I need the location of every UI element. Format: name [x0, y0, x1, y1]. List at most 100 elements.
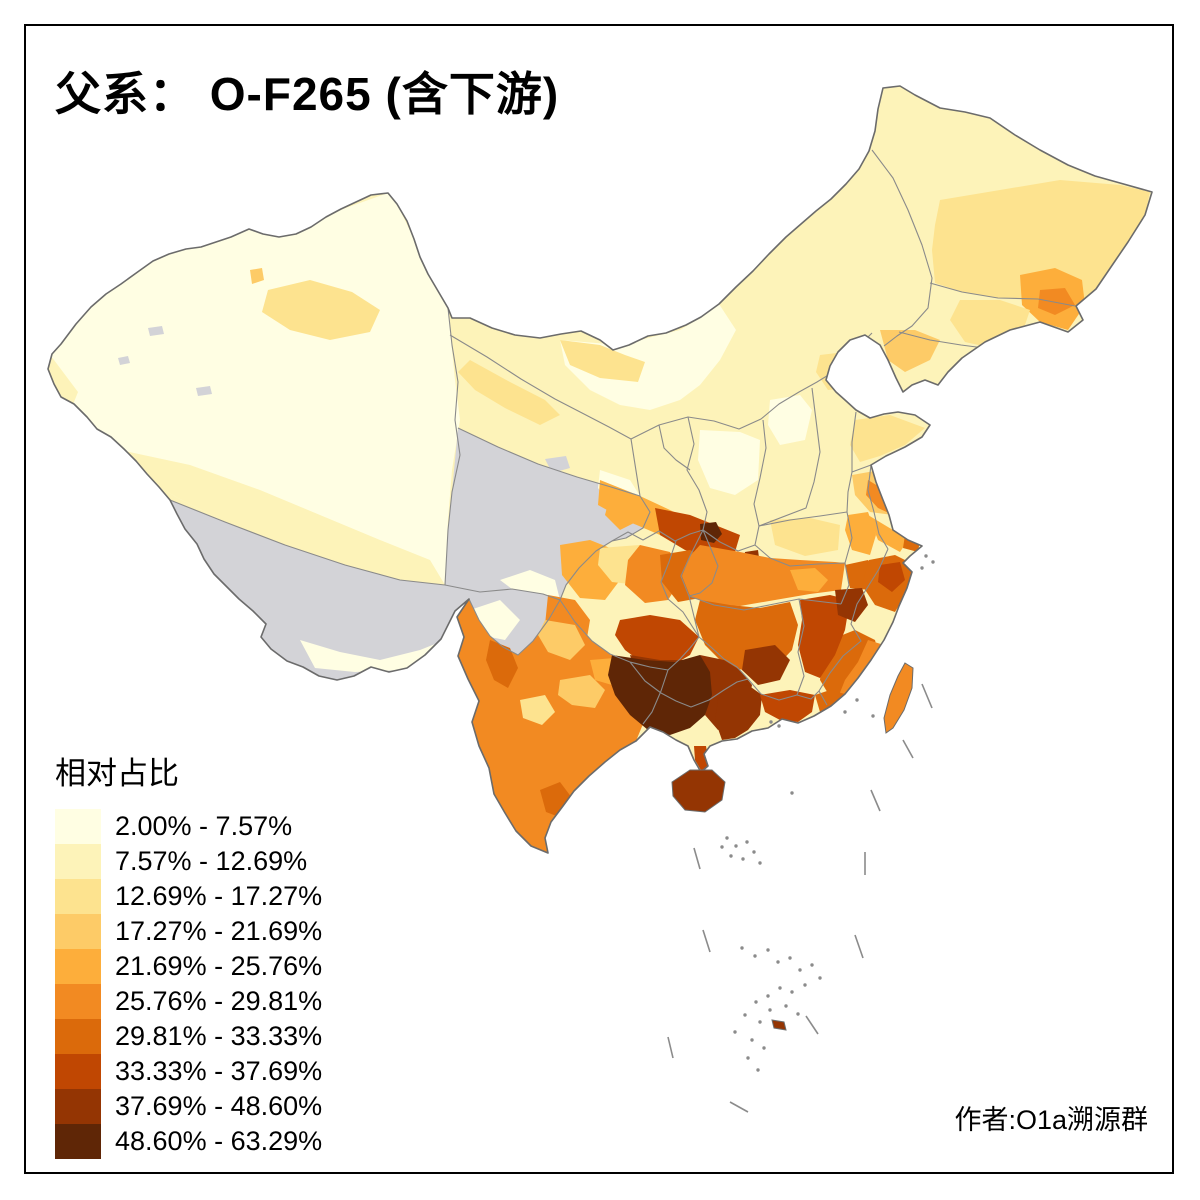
legend-label: 37.69% - 48.60% — [115, 1091, 323, 1121]
sea-boundary-dash — [921, 683, 933, 709]
sea-boundary-dash — [702, 929, 711, 953]
map-region-patch — [608, 655, 715, 735]
province-boundary — [760, 693, 798, 701]
island-speck — [924, 554, 928, 558]
map-region-patch — [500, 570, 560, 600]
island-speck — [729, 854, 733, 858]
island-speck — [720, 845, 724, 849]
legend-item: 33.33% - 37.69% — [55, 1054, 322, 1089]
legend-item: 21.69% - 25.76% — [55, 949, 322, 984]
island-speck — [776, 960, 780, 964]
province-boundary — [929, 282, 1076, 307]
map-region-patch — [715, 685, 762, 740]
province-boundary — [559, 599, 669, 671]
province-boundary — [688, 595, 842, 611]
island-speck — [855, 698, 859, 702]
island-speck — [740, 946, 744, 950]
island-speck — [741, 857, 745, 861]
map-region-patch — [880, 330, 940, 372]
island-speck — [745, 840, 749, 844]
lake — [118, 356, 130, 365]
province-boundary — [796, 598, 805, 696]
island-speck — [810, 963, 814, 967]
map-region-patch — [868, 515, 908, 552]
province-boundary — [758, 387, 821, 527]
legend-label: 29.81% - 33.33% — [115, 1021, 323, 1051]
legend-label: 7.57% - 12.69% — [115, 846, 308, 876]
lake — [148, 326, 164, 336]
legend-item: 37.69% - 48.60% — [55, 1089, 322, 1124]
province-boundary — [723, 658, 762, 695]
province-boundary — [468, 598, 561, 656]
island-speck — [790, 990, 794, 994]
lake — [196, 386, 212, 396]
island-speck — [766, 948, 770, 952]
province-boundary — [449, 334, 641, 497]
legend-item: 7.57% - 12.69% — [55, 844, 322, 879]
map-region-patch — [845, 512, 876, 555]
province-boundary — [667, 636, 700, 671]
island-speck — [754, 1000, 758, 1004]
island-speck — [758, 1020, 762, 1024]
legend-swatch — [55, 1019, 101, 1054]
province-boundary — [642, 669, 669, 725]
province-boundary — [688, 529, 719, 597]
island — [883, 662, 914, 734]
map-region-patch — [250, 268, 264, 284]
page-title: 父系： O-F265 (含下游) — [55, 68, 560, 120]
island-speck — [746, 1056, 750, 1060]
legend-swatch — [55, 809, 101, 844]
legend-label: 33.33% - 37.69% — [115, 1056, 323, 1086]
map-region-nodata — [170, 500, 560, 680]
province-boundary — [702, 525, 760, 552]
legend-title: 相对占比 — [55, 756, 179, 791]
island-speck — [818, 976, 822, 980]
map-region-patch — [835, 588, 868, 622]
island-speck — [788, 956, 792, 960]
province-boundary — [758, 511, 848, 527]
island-speck — [803, 983, 807, 987]
legend-swatch — [55, 914, 101, 949]
legend-label: 12.69% - 17.27% — [115, 881, 323, 911]
sea-boundary-dash — [902, 739, 914, 759]
legend-label: 17.27% - 21.69% — [115, 916, 323, 946]
legend-item: 29.81% - 33.33% — [55, 1019, 322, 1054]
island — [671, 769, 726, 813]
island-speck — [769, 720, 773, 724]
legend-item: 12.69% - 17.27% — [55, 879, 322, 914]
map-region-patch — [770, 518, 840, 556]
sea-boundary-dash — [805, 1015, 819, 1035]
map-region-nodata — [445, 428, 650, 600]
legend-label: 48.60% - 63.29% — [115, 1126, 323, 1156]
island-speck — [752, 850, 756, 854]
legend-item: 48.60% - 63.29% — [55, 1124, 322, 1159]
province-boundary — [867, 464, 889, 550]
legend-label: 25.76% - 29.81% — [115, 986, 323, 1016]
island-speck — [920, 566, 924, 570]
island-speck — [734, 844, 738, 848]
province-boundary — [686, 416, 708, 531]
province-boundary — [658, 424, 691, 471]
legend-swatch — [55, 844, 101, 879]
island-speck — [798, 968, 802, 972]
province-boundary — [680, 529, 704, 597]
map-region-patch — [486, 640, 518, 688]
island-speck — [750, 1038, 754, 1042]
province-boundary — [753, 419, 767, 527]
island-speck — [766, 994, 770, 998]
map-region-patch — [835, 640, 884, 705]
island-speck — [768, 1008, 772, 1012]
province-boundary — [754, 544, 846, 567]
island-speck — [756, 1068, 760, 1072]
sea-boundary-dash — [693, 847, 701, 870]
province-boundary — [444, 307, 461, 586]
map-region-patch — [520, 695, 555, 725]
map-region-patch — [698, 430, 760, 495]
sea-boundary-dash — [870, 789, 881, 812]
island-speck — [753, 954, 757, 958]
map-region-patch — [815, 690, 845, 712]
legend-swatch — [55, 1054, 101, 1089]
province-boundary — [660, 540, 700, 638]
map-region-patch — [560, 304, 736, 410]
